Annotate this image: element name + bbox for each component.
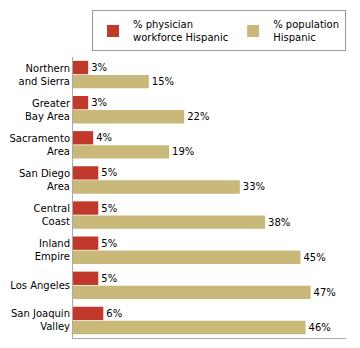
svg-text:GreaterBay Area: GreaterBay Area — [25, 98, 71, 122]
svg-text:InlandEmpire: InlandEmpire — [35, 238, 70, 262]
svg-text:SacramentoArea: SacramentoArea — [10, 133, 70, 157]
svg-text:3%: 3% — [91, 62, 107, 73]
svg-text:Northernand Sierra: Northernand Sierra — [19, 63, 70, 87]
svg-text:45%: 45% — [304, 252, 326, 263]
svg-text:% populationHispanic: % populationHispanic — [273, 19, 339, 43]
svg-text:19%: 19% — [172, 146, 194, 157]
svg-text:San DiegoArea: San DiegoArea — [19, 168, 70, 192]
svg-text:33%: 33% — [243, 181, 265, 192]
svg-text:San JoaquinValley: San JoaquinValley — [11, 308, 70, 332]
svg-text:Los Angeles: Los Angeles — [10, 280, 70, 291]
svg-text:3%: 3% — [91, 97, 107, 108]
svg-text:22%: 22% — [187, 111, 209, 122]
svg-text:47%: 47% — [314, 287, 336, 298]
svg-text:15%: 15% — [152, 76, 174, 87]
svg-text:38%: 38% — [268, 217, 290, 228]
svg-text:5%: 5% — [101, 273, 117, 284]
svg-text:5%: 5% — [101, 167, 117, 178]
svg-text:CentralCoast: CentralCoast — [34, 203, 71, 227]
svg-text:46%: 46% — [309, 322, 331, 333]
svg-text:5%: 5% — [101, 238, 117, 249]
svg-text:6%: 6% — [106, 308, 122, 319]
svg-text:% physicianworkforce Hispanic: % physicianworkforce Hispanic — [133, 19, 228, 43]
svg-text:5%: 5% — [101, 203, 117, 214]
svg-text:4%: 4% — [96, 132, 112, 143]
